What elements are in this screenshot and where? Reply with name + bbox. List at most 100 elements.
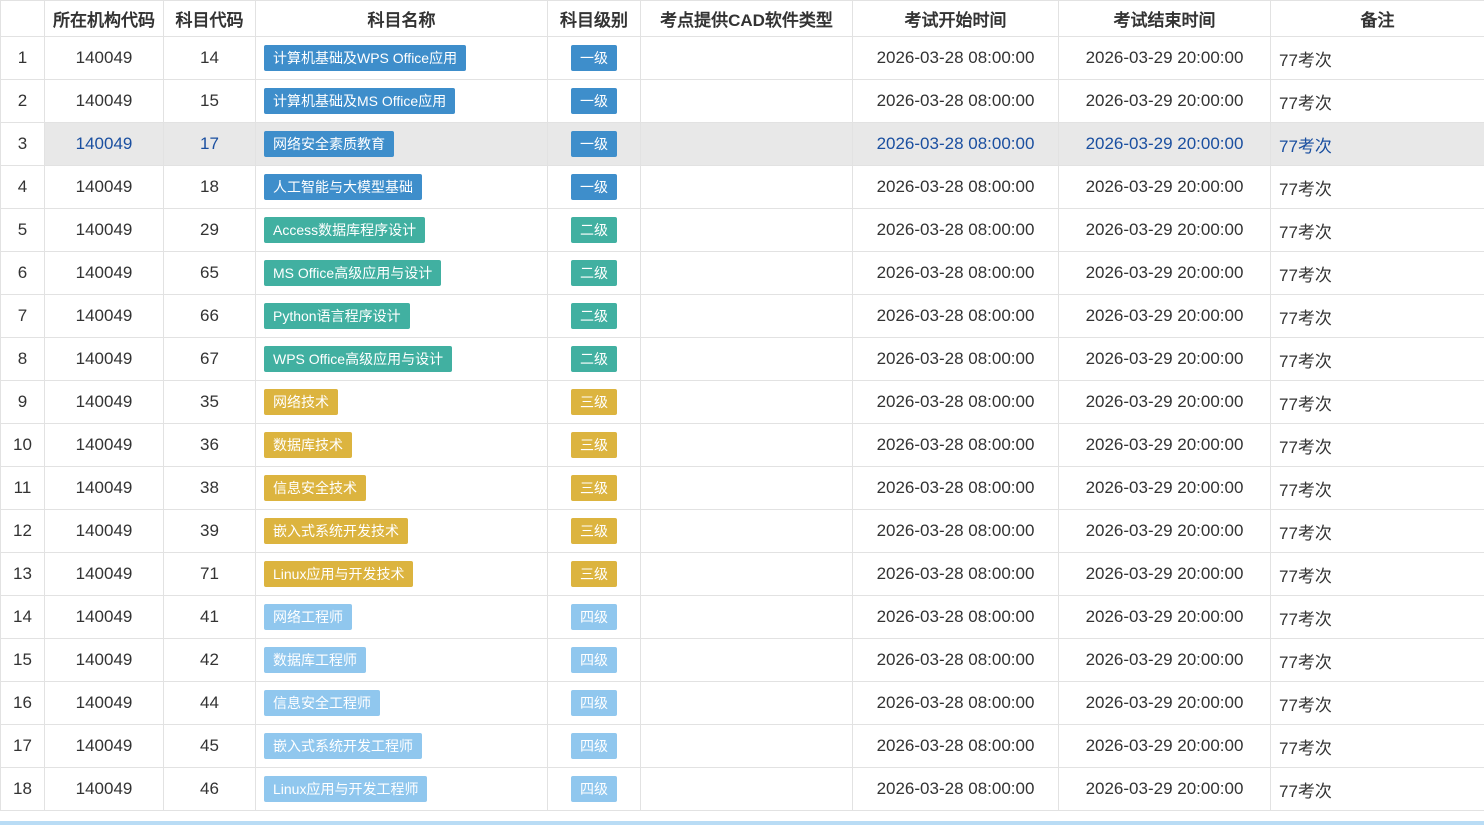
row-index: 10 <box>0 423 45 467</box>
cad-type-cell <box>640 595 853 639</box>
subject-level-badge: 四级 <box>571 776 617 802</box>
subject-name-badge[interactable]: Python语言程序设计 <box>264 303 410 329</box>
row-index: 5 <box>0 208 45 252</box>
table-row[interactable]: 15 140049 42 数据库工程师 四级 2026-03-28 08:00:… <box>0 638 1484 682</box>
table-row[interactable]: 4 140049 18 人工智能与大模型基础 一级 2026-03-28 08:… <box>0 165 1484 209</box>
table-row[interactable]: 3 140049 17 网络安全素质教育 一级 2026-03-28 08:00… <box>0 122 1484 166</box>
subject-level-cell: 一级 <box>547 36 641 80</box>
end-time-cell: 2026-03-29 20:00:00 <box>1058 380 1271 424</box>
subject-name-badge[interactable]: MS Office高级应用与设计 <box>264 260 442 286</box>
remark-cell: 77考次 <box>1270 724 1484 768</box>
end-time-cell: 2026-03-29 20:00:00 <box>1058 36 1271 80</box>
subject-name-badge[interactable]: 嵌入式系统开发技术 <box>264 518 408 544</box>
subject-name-badge[interactable]: 网络技术 <box>264 389 338 415</box>
subject-level-badge: 三级 <box>571 561 617 587</box>
subject-code-cell: 42 <box>163 638 256 682</box>
subject-name-cell: Python语言程序设计 <box>255 294 548 338</box>
remark-cell: 77考次 <box>1270 337 1484 381</box>
subject-level-badge: 三级 <box>571 389 617 415</box>
table-row[interactable]: 7 140049 66 Python语言程序设计 二级 2026-03-28 0… <box>0 294 1484 338</box>
subject-level-badge: 四级 <box>571 604 617 630</box>
remark-cell: 77考次 <box>1270 466 1484 510</box>
remark-cell: 77考次 <box>1270 767 1484 811</box>
subject-code-cell: 36 <box>163 423 256 467</box>
table-row[interactable]: 5 140049 29 Access数据库程序设计 二级 2026-03-28 … <box>0 208 1484 252</box>
bottom-scroll-edge <box>0 821 1484 825</box>
subject-name-badge[interactable]: 嵌入式系统开发工程师 <box>264 733 422 759</box>
table-row[interactable]: 17 140049 45 嵌入式系统开发工程师 四级 2026-03-28 08… <box>0 724 1484 768</box>
subject-level-cell: 二级 <box>547 208 641 252</box>
table-row[interactable]: 1 140049 14 计算机基础及WPS Office应用 一级 2026-0… <box>0 36 1484 80</box>
subject-level-badge: 一级 <box>571 131 617 157</box>
header-org-code: 所在机构代码 <box>44 0 164 37</box>
subject-name-badge[interactable]: Access数据库程序设计 <box>264 217 426 243</box>
subject-code-cell: 35 <box>163 380 256 424</box>
row-index: 7 <box>0 294 45 338</box>
cad-type-cell <box>640 208 853 252</box>
row-index: 8 <box>0 337 45 381</box>
row-index: 18 <box>0 767 45 811</box>
subject-name-badge[interactable]: 人工智能与大模型基础 <box>264 174 422 200</box>
subject-name-cell: MS Office高级应用与设计 <box>255 251 548 295</box>
subject-code-cell: 39 <box>163 509 256 553</box>
end-time-cell: 2026-03-29 20:00:00 <box>1058 681 1271 725</box>
subject-level-cell: 一级 <box>547 122 641 166</box>
subject-name-badge[interactable]: 数据库技术 <box>264 432 352 458</box>
subject-code-cell: 38 <box>163 466 256 510</box>
subject-name-badge[interactable]: 网络工程师 <box>264 604 352 630</box>
subject-name-badge[interactable]: WPS Office高级应用与设计 <box>264 346 453 372</box>
cad-type-cell <box>640 724 853 768</box>
subject-level-cell: 三级 <box>547 380 641 424</box>
subject-name-badge[interactable]: 计算机基础及MS Office应用 <box>264 88 456 114</box>
subject-level-cell: 二级 <box>547 251 641 295</box>
table-row[interactable]: 12 140049 39 嵌入式系统开发技术 三级 2026-03-28 08:… <box>0 509 1484 553</box>
table-row[interactable]: 6 140049 65 MS Office高级应用与设计 二级 2026-03-… <box>0 251 1484 295</box>
cad-type-cell <box>640 79 853 123</box>
start-time-cell: 2026-03-28 08:00:00 <box>852 337 1059 381</box>
subject-level-badge: 四级 <box>571 733 617 759</box>
subject-name-cell: 嵌入式系统开发技术 <box>255 509 548 553</box>
end-time-cell: 2026-03-29 20:00:00 <box>1058 251 1271 295</box>
start-time-cell: 2026-03-28 08:00:00 <box>852 294 1059 338</box>
table-row[interactable]: 8 140049 67 WPS Office高级应用与设计 二级 2026-03… <box>0 337 1484 381</box>
subject-name-badge[interactable]: Linux应用与开发工程师 <box>264 776 428 802</box>
subject-level-cell: 三级 <box>547 509 641 553</box>
table-row[interactable]: 11 140049 38 信息安全技术 三级 2026-03-28 08:00:… <box>0 466 1484 510</box>
start-time-cell: 2026-03-28 08:00:00 <box>852 165 1059 209</box>
subject-name-badge[interactable]: 计算机基础及WPS Office应用 <box>264 45 467 71</box>
subject-name-badge[interactable]: 数据库工程师 <box>264 647 366 673</box>
remark-cell: 77考次 <box>1270 423 1484 467</box>
subject-code-cell: 41 <box>163 595 256 639</box>
subject-level-badge: 一级 <box>571 88 617 114</box>
table-row[interactable]: 14 140049 41 网络工程师 四级 2026-03-28 08:00:0… <box>0 595 1484 639</box>
subject-name-badge[interactable]: Linux应用与开发技术 <box>264 561 414 587</box>
subject-code-cell: 18 <box>163 165 256 209</box>
start-time-cell: 2026-03-28 08:00:00 <box>852 208 1059 252</box>
start-time-cell: 2026-03-28 08:00:00 <box>852 681 1059 725</box>
subject-level-badge: 三级 <box>571 518 617 544</box>
table-row[interactable]: 9 140049 35 网络技术 三级 2026-03-28 08:00:00 … <box>0 380 1484 424</box>
org-code-cell: 140049 <box>44 122 164 166</box>
header-start-time: 考试开始时间 <box>852 0 1059 37</box>
subject-name-badge[interactable]: 信息安全技术 <box>264 475 366 501</box>
subject-level-badge: 四级 <box>571 647 617 673</box>
subject-name-badge[interactable]: 网络安全素质教育 <box>264 131 394 157</box>
subject-name-badge[interactable]: 信息安全工程师 <box>264 690 380 716</box>
start-time-cell: 2026-03-28 08:00:00 <box>852 251 1059 295</box>
remark-cell: 77考次 <box>1270 122 1484 166</box>
remark-cell: 77考次 <box>1270 595 1484 639</box>
table-header-row: 所在机构代码 科目代码 科目名称 科目级别 考点提供CAD软件类型 考试开始时间… <box>0 0 1484 37</box>
start-time-cell: 2026-03-28 08:00:00 <box>852 767 1059 811</box>
table-row[interactable]: 18 140049 46 Linux应用与开发工程师 四级 2026-03-28… <box>0 767 1484 811</box>
subject-name-cell: 数据库工程师 <box>255 638 548 682</box>
table-row[interactable]: 2 140049 15 计算机基础及MS Office应用 一级 2026-03… <box>0 79 1484 123</box>
table-row[interactable]: 16 140049 44 信息安全工程师 四级 2026-03-28 08:00… <box>0 681 1484 725</box>
table-row[interactable]: 13 140049 71 Linux应用与开发技术 三级 2026-03-28 … <box>0 552 1484 596</box>
header-remark: 备注 <box>1270 0 1484 37</box>
subject-code-cell: 71 <box>163 552 256 596</box>
subject-name-cell: WPS Office高级应用与设计 <box>255 337 548 381</box>
start-time-cell: 2026-03-28 08:00:00 <box>852 724 1059 768</box>
org-code-cell: 140049 <box>44 509 164 553</box>
table-row[interactable]: 10 140049 36 数据库技术 三级 2026-03-28 08:00:0… <box>0 423 1484 467</box>
subject-code-cell: 17 <box>163 122 256 166</box>
